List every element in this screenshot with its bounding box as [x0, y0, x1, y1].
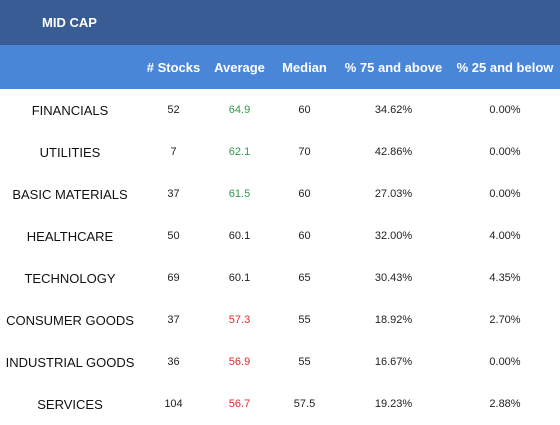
table-row: INDUSTRIAL GOODS 36 56.9 55 16.67% 0.00%: [0, 341, 560, 383]
sector-cell: TECHNOLOGY: [24, 270, 116, 286]
average-cell: 57.3: [228, 314, 251, 326]
average-cell: 64.9: [228, 104, 251, 116]
average-cell: 61.5: [228, 188, 251, 200]
stocks-cell: 52: [167, 104, 180, 116]
pct-75-above-cell: 30.43%: [374, 272, 413, 284]
header-median: Median: [282, 59, 327, 75]
sector-cell: UTILITIES: [39, 144, 101, 160]
stocks-cell: 50: [167, 230, 180, 242]
median-cell: 55: [298, 314, 311, 326]
median-cell: 55: [298, 356, 311, 368]
pct-25-below-cell: 0.00%: [489, 146, 521, 158]
sector-cell: FINANCIALS: [31, 102, 109, 118]
stocks-cell: 36: [167, 356, 180, 368]
stocks-cell: 104: [164, 398, 183, 410]
stocks-cell: 69: [167, 272, 180, 284]
header-average: Average: [214, 59, 265, 75]
header-pct-75-above: % 75 and above: [344, 59, 443, 75]
median-cell: 60: [298, 104, 311, 116]
pct-75-above-cell: 34.62%: [374, 104, 413, 116]
table-row: BASIC MATERIALS 37 61.5 60 27.03% 0.00%: [0, 173, 560, 215]
median-cell: 70: [298, 146, 311, 158]
stocks-cell: 37: [167, 314, 180, 326]
pct-25-below-cell: 4.35%: [489, 272, 521, 284]
pct-25-below-cell: 2.70%: [489, 314, 521, 326]
pct-25-below-cell: 0.00%: [489, 188, 521, 200]
median-cell: 57.5: [293, 398, 316, 410]
sector-cell: HEALTHCARE: [26, 228, 114, 244]
pct-75-above-cell: 32.00%: [374, 230, 413, 242]
table-row: TECHNOLOGY 69 60.1 65 30.43% 4.35%: [0, 257, 560, 299]
header-pct-25-below: % 25 and below: [456, 59, 554, 75]
average-cell: 62.1: [228, 146, 251, 158]
median-cell: 65: [298, 272, 311, 284]
pct-75-above-cell: 27.03%: [374, 188, 413, 200]
pct-75-above-cell: 16.67%: [374, 356, 413, 368]
stocks-cell: 37: [167, 188, 180, 200]
table-row: UTILITIES 7 62.1 70 42.86% 0.00%: [0, 131, 560, 173]
table-row: FINANCIALS 52 64.9 60 34.62% 0.00%: [0, 89, 560, 131]
table-row: SERVICES 104 56.7 57.5 19.23% 2.88%: [0, 383, 560, 425]
table-row: HEALTHCARE 50 60.1 60 32.00% 4.00%: [0, 215, 560, 257]
pct-25-below-cell: 2.88%: [489, 398, 521, 410]
average-cell: 56.9: [228, 356, 251, 368]
pct-25-below-cell: 0.00%: [489, 104, 521, 116]
pct-75-above-cell: 18.92%: [374, 314, 413, 326]
median-cell: 60: [298, 188, 311, 200]
sector-cell: BASIC MATERIALS: [12, 186, 128, 202]
pct-25-below-cell: 4.00%: [489, 230, 521, 242]
pct-75-above-cell: 42.86%: [374, 146, 413, 158]
average-cell: 60.1: [228, 230, 251, 242]
stocks-cell: 7: [170, 146, 177, 158]
average-cell: 60.1: [228, 272, 251, 284]
median-cell: 60: [298, 230, 311, 242]
pct-25-below-cell: 0.00%: [489, 356, 521, 368]
table-title: MID CAP: [42, 15, 97, 30]
column-header-row: # Stocks Average Median % 75 and above %…: [0, 45, 560, 89]
pct-75-above-cell: 19.23%: [374, 398, 413, 410]
table-title-bar: MID CAP: [0, 0, 560, 45]
average-cell: 56.7: [228, 398, 251, 410]
table-row: CONSUMER GOODS 37 57.3 55 18.92% 2.70%: [0, 299, 560, 341]
header-stocks: # Stocks: [146, 59, 201, 75]
sector-cell: CONSUMER GOODS: [6, 312, 134, 328]
sector-cell: SERVICES: [37, 396, 103, 412]
table-body: FINANCIALS 52 64.9 60 34.62% 0.00% UTILITIES 7 6…: [0, 89, 560, 425]
sector-cell: INDUSTRIAL GOODS: [5, 354, 135, 370]
